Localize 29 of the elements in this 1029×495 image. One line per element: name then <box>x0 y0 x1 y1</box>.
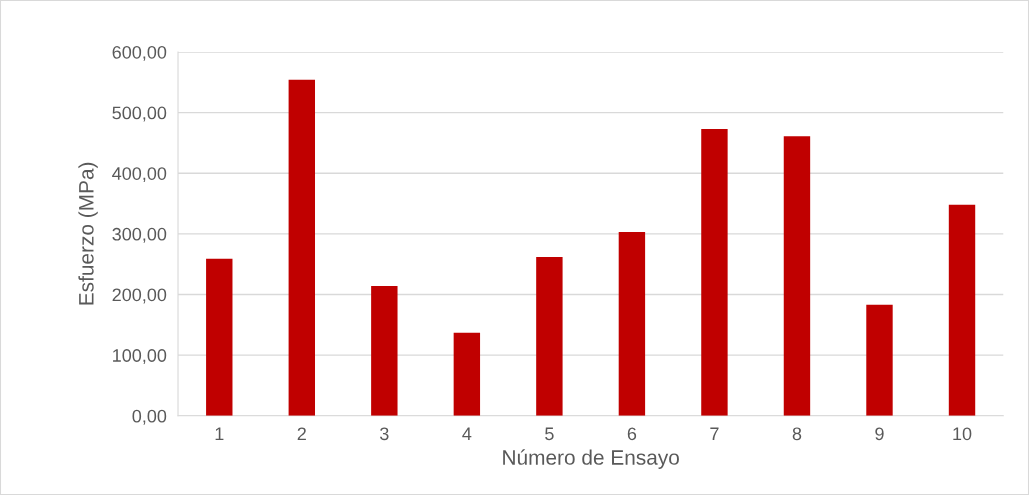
x-tick-label: 6 <box>627 427 637 441</box>
bar <box>701 128 728 416</box>
x-tick-label: 7 <box>710 427 719 440</box>
x-tick-label: 1 <box>215 427 224 440</box>
bar <box>536 256 563 416</box>
x-tick-label: 3 <box>380 427 389 441</box>
bar <box>948 204 976 416</box>
y-tick-label: 200,00 <box>112 288 167 304</box>
bar <box>206 258 233 416</box>
bar <box>618 232 646 416</box>
x-tick-label: 9 <box>875 427 884 441</box>
bar <box>866 304 893 416</box>
x-tick-label: 2 <box>297 427 306 440</box>
bar <box>783 136 811 416</box>
x-axis-title: Número de Ensayo <box>503 449 679 469</box>
y-tick-label: 0,00 <box>132 409 167 425</box>
y-tick-label: 100,00 <box>113 349 167 365</box>
x-tick-label: 5 <box>545 427 554 441</box>
x-tick-label: 8 <box>792 427 802 441</box>
bar <box>453 332 481 416</box>
x-tick-label: 4 <box>462 427 472 440</box>
bar <box>288 79 316 416</box>
y-axis-title: Esfuerzo (MPa) <box>78 162 98 305</box>
y-tick-label: 500,00 <box>112 106 167 122</box>
bar <box>371 286 398 416</box>
y-tick-label: 300,00 <box>112 227 167 243</box>
y-tick-label: 600,00 <box>112 45 167 61</box>
x-tick-label: 10 <box>953 427 972 441</box>
y-tick-label: 400,00 <box>112 167 167 183</box>
